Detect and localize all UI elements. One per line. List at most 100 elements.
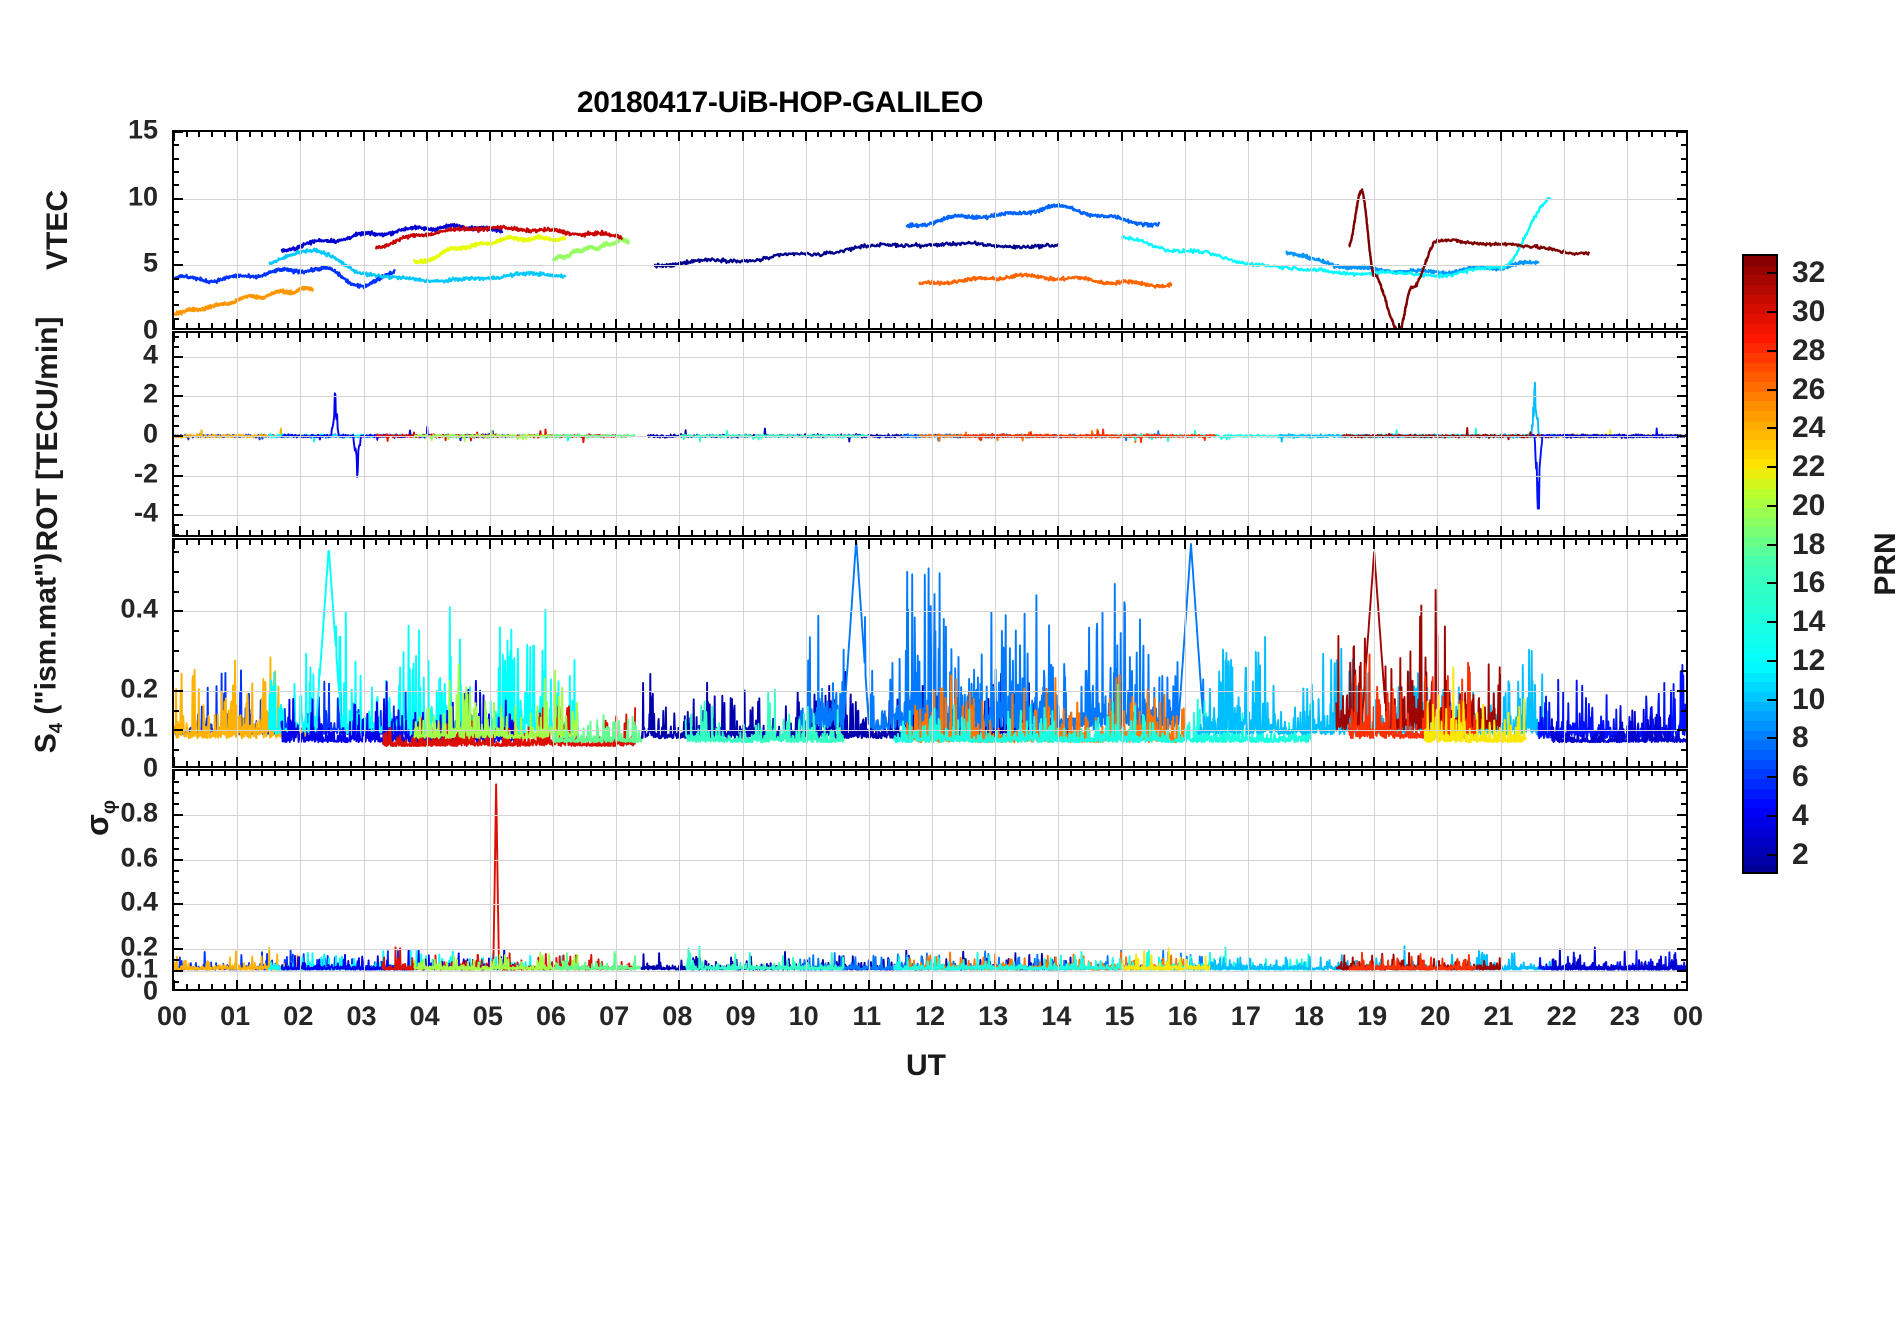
x-tick-label: 14: [1041, 1001, 1072, 1031]
colorbar-segment: [1744, 352, 1776, 364]
rot-ytick-label: -4: [133, 497, 158, 528]
colorbar-segment: [1744, 323, 1776, 335]
colorbar-segment: [1744, 256, 1776, 267]
data-trace: [1550, 946, 1686, 971]
panel-rot: [172, 331, 1688, 537]
colorbar-tick-label: 2: [1792, 837, 1809, 871]
colorbar-tick: [1767, 466, 1777, 469]
x-tick-label: 11: [852, 1001, 882, 1031]
colorbar-tick-label: 24: [1792, 411, 1826, 445]
vtec-ytick-label: 5: [142, 247, 158, 278]
colorbar-segment: [1744, 846, 1776, 858]
colorbar-segment: [1744, 440, 1776, 451]
x-tick-label: 06: [535, 1001, 567, 1031]
colorbar-segment: [1744, 517, 1776, 529]
data-trace: [905, 202, 1161, 229]
colorbar-tick-label: 18: [1792, 527, 1826, 561]
colorbar-segment: [1744, 411, 1776, 422]
colorbar-tick-label: 14: [1792, 605, 1826, 639]
data-trace: [381, 705, 637, 748]
colorbar-segment: [1744, 372, 1776, 383]
colorbar-segment: [1744, 449, 1776, 461]
colorbar-tick-label: 26: [1792, 372, 1826, 406]
prn-colorbar-title: PRN: [1869, 532, 1902, 596]
colorbar-segment: [1744, 488, 1776, 500]
rot-series: [174, 381, 1686, 510]
x-tick-label: 01: [220, 1001, 251, 1031]
colorbar-tick: [1767, 853, 1777, 856]
colorbar-segment: [1744, 294, 1776, 306]
data-trace: [374, 224, 624, 250]
colorbar-segment: [1744, 633, 1776, 645]
data-trace: [174, 265, 397, 290]
vtec-axis-title: VTEC: [41, 189, 74, 271]
colorbar-segment: [1744, 498, 1776, 509]
colorbar-tick-label: 4: [1792, 798, 1809, 832]
colorbar-segment: [1744, 595, 1776, 606]
colorbar-segment: [1744, 575, 1776, 587]
colorbar-tick: [1767, 814, 1777, 817]
x-tick-label: 21: [1483, 1001, 1514, 1031]
data-trace: [267, 549, 580, 736]
data-trace: [413, 233, 567, 265]
x-tick-label: 22: [1546, 1001, 1577, 1031]
colorbar-segment: [1744, 701, 1776, 713]
data-trace: [551, 236, 630, 262]
sigma-phi-series: [174, 783, 1686, 971]
x-tick-label: 08: [662, 1001, 693, 1031]
data-trace: [1335, 550, 1502, 732]
colorbar-segment: [1744, 604, 1776, 616]
colorbar-segment: [1744, 721, 1776, 732]
sigma-phi-axis-title: σφ: [79, 799, 120, 837]
colorbar-segment: [1744, 682, 1776, 693]
vtec-ytick-label: 0: [142, 314, 158, 345]
data-trace: [1347, 188, 1591, 328]
colorbar-tick-label: 30: [1792, 295, 1826, 329]
colorbar-segment: [1744, 556, 1776, 567]
x-tick-label: 10: [788, 1001, 819, 1031]
colorbar-segment: [1744, 817, 1776, 829]
colorbar-segment: [1744, 866, 1776, 872]
x-tick-label: 04: [409, 1001, 440, 1031]
rot-ytick-label: 4: [142, 339, 158, 370]
colorbar-segment: [1744, 740, 1776, 752]
data-trace: [381, 783, 637, 971]
colorbar-segment: [1744, 759, 1776, 771]
sigma-phi-ytick-label: 0.1: [120, 953, 158, 984]
colorbar-segment: [1744, 507, 1776, 519]
colorbar-tick-label: 20: [1792, 488, 1826, 522]
colorbar-tick: [1767, 776, 1777, 779]
colorbar-segment: [1744, 343, 1776, 354]
data-trace: [653, 240, 1060, 269]
colorbar-segment: [1744, 643, 1776, 655]
colorbar-segment: [1744, 401, 1776, 412]
rot-ytick-label: 2: [142, 378, 158, 409]
x-tick-label: 00: [1672, 1001, 1704, 1031]
s4-ytick-label: 0.1: [120, 712, 158, 743]
x-tick-label: 00: [156, 1001, 188, 1031]
data-trace: [1537, 663, 1686, 740]
colorbar-segment: [1744, 265, 1776, 277]
colorbar-segment: [1744, 420, 1776, 432]
colorbar-segment: [1744, 546, 1776, 558]
colorbar-tick-label: 22: [1792, 450, 1826, 484]
s4-axis-title: S4 ("ism.mat"): [29, 552, 66, 754]
colorbar-tick: [1767, 698, 1777, 701]
s4-series: [174, 541, 1686, 748]
colorbar-tick-label: 10: [1792, 682, 1826, 716]
colorbar-tick: [1767, 349, 1777, 352]
x-tick-label: 09: [725, 1001, 756, 1031]
data-trace: [1550, 708, 1686, 744]
colorbar-segment: [1744, 827, 1776, 839]
colorbar-segment: [1744, 478, 1776, 490]
data-trace: [1120, 947, 1211, 971]
colorbar-segment: [1744, 856, 1776, 868]
colorbar-segment: [1744, 750, 1776, 761]
colorbar-segment: [1744, 469, 1776, 480]
data-trace: [413, 951, 580, 971]
colorbar-segment: [1744, 430, 1776, 442]
colorbar-tick: [1767, 621, 1777, 624]
figure-title: 20180417-UiB-HOP-GALILEO: [576, 86, 984, 119]
x-tick-label: 17: [1230, 1001, 1261, 1031]
colorbar-segment: [1744, 788, 1776, 800]
